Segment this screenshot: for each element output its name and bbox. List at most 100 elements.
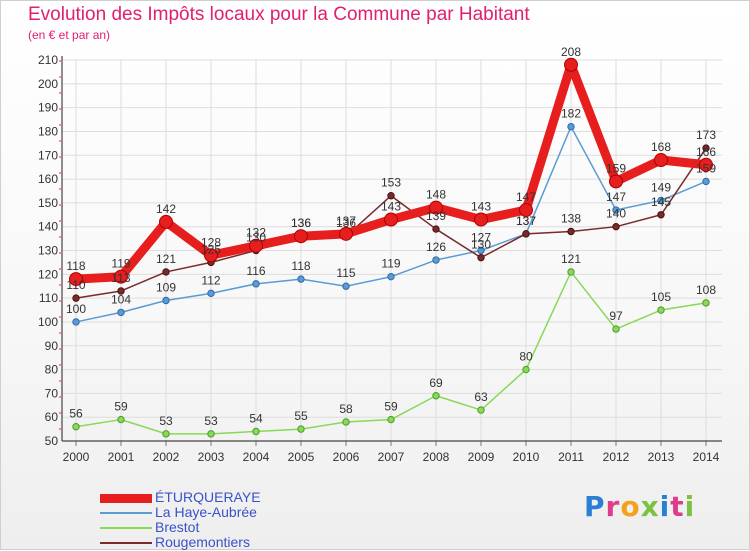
data-label-la-haye-aubree: 115 (336, 266, 355, 280)
data-point-brestot (387, 415, 395, 424)
x-tick-label: 2007 (378, 450, 405, 464)
y-tick-label: 150 (38, 196, 58, 210)
data-point-brestot (657, 306, 665, 314)
legend-swatch (100, 527, 152, 529)
legend-swatch (100, 512, 152, 514)
grid-lines (62, 59, 722, 442)
y-tick-label: 190 (38, 101, 58, 115)
y-tick-label: 120 (38, 267, 58, 281)
data-point-brestot (432, 392, 440, 400)
data-label-rougemontiers: 138 (561, 211, 581, 225)
data-point-brestot (702, 299, 710, 307)
data-point-rougemontiers (567, 227, 575, 236)
data-point-brestot (342, 418, 350, 426)
data-point-eturqueraye (654, 153, 668, 168)
data-point-eturqueraye (69, 272, 83, 287)
data-point-rougemontiers (612, 222, 620, 231)
data-point-eturqueraye (204, 248, 218, 263)
y-tick-label: 100 (38, 315, 58, 329)
data-point-eturqueraye (114, 269, 128, 284)
data-label-la-haye-aubree: 149 (651, 180, 671, 194)
data-point-la-haye-aubree (117, 308, 125, 317)
data-label-rougemontiers: 125 (201, 242, 221, 256)
data-point-eturqueraye (384, 212, 398, 227)
y-tick-label: 140 (38, 220, 58, 234)
x-tick-label: 2000 (63, 450, 90, 464)
data-label-brestot: 54 (249, 411, 263, 425)
data-label-la-haye-aubree: 159 (696, 161, 716, 175)
data-label-eturqueraye: 128 (201, 235, 221, 249)
logo-letter: o (620, 490, 641, 523)
data-label-rougemontiers: 130 (246, 231, 266, 245)
data-point-eturqueraye (159, 214, 173, 229)
data-point-brestot (612, 325, 620, 333)
data-label-rougemontiers: 145 (651, 195, 671, 209)
data-label-eturqueraye: 166 (696, 145, 716, 159)
data-label-rougemontiers: 113 (111, 271, 130, 285)
data-point-eturqueraye (564, 57, 578, 72)
series-lines (69, 57, 713, 438)
data-label-brestot: 121 (561, 252, 581, 266)
data-point-eturqueraye (474, 212, 488, 227)
data-point-eturqueraye (339, 226, 353, 241)
y-tick-label: 50 (45, 434, 59, 448)
legend-label: Rougemontiers (155, 534, 250, 550)
data-label-eturqueraye: 168 (651, 140, 671, 154)
data-label-brestot: 97 (609, 309, 623, 323)
data-point-eturqueraye (609, 174, 623, 189)
data-labels: 56 59 53 53 54 55 58 59 69 63 80 121 97 105 108 100 104 1… (66, 45, 716, 428)
data-label-rougemontiers: 130 (471, 238, 491, 252)
logo-letter: r (605, 490, 621, 523)
data-point-brestot (477, 406, 485, 414)
proxiti-logo: Proxiti (584, 490, 695, 523)
data-point-la-haye-aubree (702, 177, 710, 186)
data-label-la-haye-aubree: 116 (246, 264, 265, 278)
data-label-eturqueraye: 208 (561, 45, 581, 59)
data-point-rougemontiers (117, 287, 125, 295)
data-label-eturqueraye: 118 (66, 259, 85, 273)
data-label-la-haye-aubree: 127 (471, 231, 491, 245)
data-point-la-haye-aubree (612, 206, 620, 214)
data-point-la-haye-aubree (432, 256, 440, 264)
data-label-la-haye-aubree: 147 (606, 190, 626, 204)
data-point-la-haye-aubree (162, 296, 170, 305)
data-label-eturqueraye: 132 (246, 226, 266, 240)
data-label-eturqueraye: 137 (336, 214, 356, 228)
y-tick-label: 110 (39, 291, 58, 305)
data-label-rougemontiers: 137 (516, 214, 536, 228)
data-point-rougemontiers (522, 230, 530, 238)
x-tick-label: 2001 (108, 450, 135, 464)
legend-label: Brestot (155, 519, 200, 535)
y-tick-label: 170 (38, 148, 58, 162)
chart-title: Evolution des Impôts locaux pour la Comm… (28, 4, 530, 25)
data-point-rougemontiers (657, 211, 665, 219)
data-label-rougemontiers: 136 (291, 216, 311, 230)
x-tick-label: 2011 (558, 450, 584, 464)
data-label-brestot: 58 (339, 402, 353, 416)
data-point-brestot (207, 430, 215, 438)
data-point-rougemontiers (432, 225, 440, 233)
data-point-brestot (117, 415, 125, 424)
x-tick-label: 2002 (153, 450, 180, 464)
data-point-eturqueraye (429, 200, 443, 215)
data-point-la-haye-aubree (387, 272, 395, 281)
data-label-eturqueraye: 143 (381, 200, 401, 214)
x-tick-label: 2005 (288, 450, 315, 464)
data-point-brestot (297, 425, 305, 433)
data-point-la-haye-aubree (342, 282, 350, 290)
data-label-brestot: 105 (651, 290, 671, 304)
x-tick-label: 2013 (648, 450, 675, 464)
data-point-la-haye-aubree (567, 122, 575, 131)
legend-swatch (100, 542, 152, 544)
data-point-rougemontiers (387, 192, 395, 200)
data-label-eturqueraye: 119 (111, 257, 130, 271)
y-tick-label: 180 (38, 124, 58, 138)
logo-letter: P (584, 490, 606, 523)
data-label-rougemontiers: 153 (381, 176, 401, 190)
data-point-la-haye-aubree (477, 246, 485, 255)
data-label-eturqueraye: 148 (426, 188, 446, 202)
legend-swatch (100, 494, 152, 503)
data-point-rougemontiers (72, 294, 80, 302)
data-label-brestot: 69 (429, 376, 443, 390)
x-tick-label: 2008 (423, 450, 450, 464)
